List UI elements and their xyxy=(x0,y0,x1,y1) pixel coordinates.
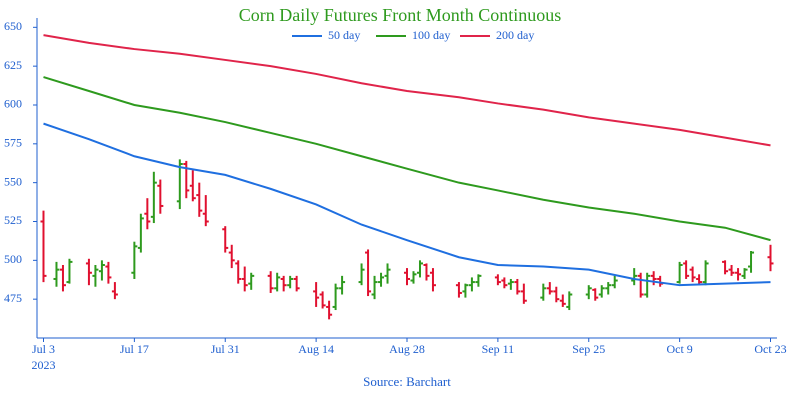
legend-label: 50 day xyxy=(328,28,360,42)
y-tick-label: 475 xyxy=(4,291,22,305)
y-tick-label: 575 xyxy=(4,136,22,150)
x-tick-label: Aug 28 xyxy=(389,342,425,356)
y-tick-label: 650 xyxy=(4,19,22,33)
legend-label: 100 day xyxy=(412,28,450,42)
legend-label: 200 day xyxy=(496,28,534,42)
x-tick-label: Oct 23 xyxy=(754,342,786,356)
source-note: Source: Barchart xyxy=(363,374,451,389)
x-tick-label: Sep 11 xyxy=(482,342,515,356)
x-tick-label: Jul 3 xyxy=(32,342,55,356)
ma-line xyxy=(43,76,771,242)
x-tick-label: Sep 25 xyxy=(572,342,605,356)
chart-title: Corn Daily Futures Front Month Continuou… xyxy=(239,5,562,25)
ma-line xyxy=(43,122,771,287)
y-tick-label: 500 xyxy=(4,252,22,266)
x-tick-label: Jul 31 xyxy=(211,342,240,356)
y-tick-label: 625 xyxy=(4,58,22,72)
x-tick-label: Jul 17 xyxy=(120,342,149,356)
x-tick-label: Oct 9 xyxy=(666,342,692,356)
x-tick-label: Aug 14 xyxy=(298,342,334,356)
y-tick-label: 550 xyxy=(4,174,22,188)
x-year-label: 2023 xyxy=(31,358,55,372)
ma-line xyxy=(43,34,771,147)
y-tick-label: 600 xyxy=(4,97,22,111)
y-tick-label: 525 xyxy=(4,213,22,227)
